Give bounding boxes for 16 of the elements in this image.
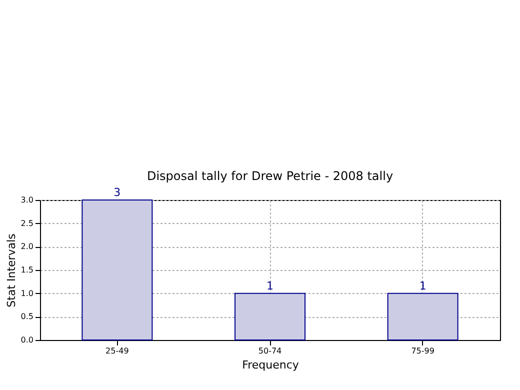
y-tick-label: 1.5 [20,266,34,274]
y-tick-label: 0.0 [20,336,34,344]
chart-title: Disposal tally for Drew Petrie - 2008 tally [146,169,394,183]
y-tick-label: 2.0 [20,242,34,252]
x-axis-title: Frequency [242,358,300,372]
data-label: 1 [419,279,426,292]
x-tick-label: 25-49 [106,346,129,356]
y-axis-title: Stat Intervals [4,233,18,308]
y-tick-label: 1.0 [20,288,34,298]
y-tick-label: 2.5 [20,218,34,228]
x-tick-label: 50-74 [258,346,282,356]
x-tick-label: 75-99 [411,346,434,356]
y-tick-label: 0.5 [20,312,34,322]
data-label: 1 [266,279,274,292]
y-tick-label: 3.0 [20,196,34,204]
data-label: 3 [114,186,121,199]
